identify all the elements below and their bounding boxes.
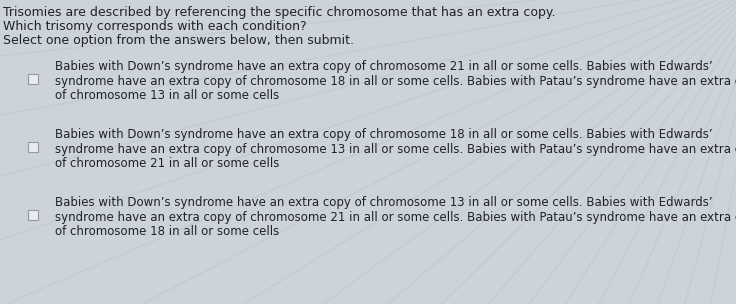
Text: Babies with Down’s syndrome have an extra copy of chromosome 18 in all or some c: Babies with Down’s syndrome have an extr… [55,128,712,141]
Text: of chromosome 13 in all or some cells: of chromosome 13 in all or some cells [55,89,279,102]
Text: syndrome have an extra copy of chromosome 21 in all or some cells. Babies with P: syndrome have an extra copy of chromosom… [55,210,736,223]
Bar [28,209,38,219]
Text: Trisomies are described by referencing the specific chromosome that has an extra: Trisomies are described by referencing t… [3,6,556,19]
Bar [28,141,38,151]
Text: Select one option from the answers below, then submit.: Select one option from the answers below… [3,34,354,47]
Text: Babies with Down’s syndrome have an extra copy of chromosome 21 in all or some c: Babies with Down’s syndrome have an extr… [55,60,712,73]
Text: of chromosome 18 in all or some cells: of chromosome 18 in all or some cells [55,225,279,238]
Text: of chromosome 21 in all or some cells: of chromosome 21 in all or some cells [55,157,280,170]
Bar [28,74,38,84]
Text: Which trisomy corresponds with each condition?: Which trisomy corresponds with each cond… [3,20,307,33]
Text: syndrome have an extra copy of chromosome 18 in all or some cells. Babies with P: syndrome have an extra copy of chromosom… [55,74,736,88]
Text: syndrome have an extra copy of chromosome 13 in all or some cells. Babies with P: syndrome have an extra copy of chromosom… [55,143,736,156]
Text: Babies with Down’s syndrome have an extra copy of chromosome 13 in all or some c: Babies with Down’s syndrome have an extr… [55,196,712,209]
